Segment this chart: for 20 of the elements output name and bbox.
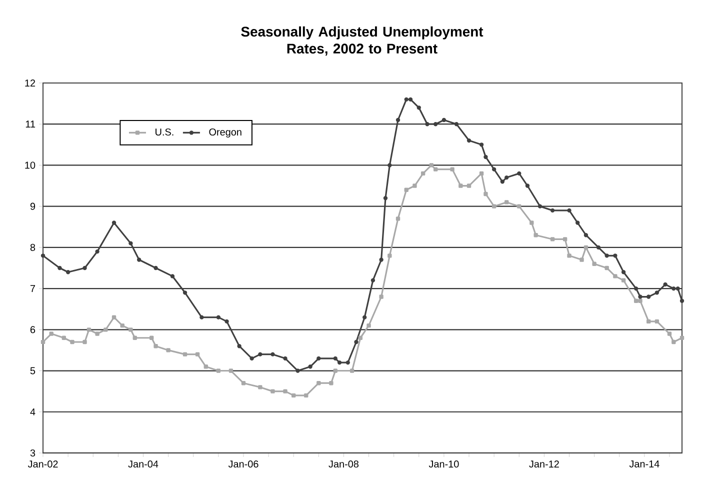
legend-label: Oregon [209, 128, 242, 138]
chart-title: Seasonally Adjusted Unemployment Rates, 2002 to Present [241, 26, 484, 56]
y-tick-label: 7 [30, 285, 36, 292]
x-tick-label: Jan-06 [228, 460, 258, 468]
y-tick-label: 11 [26, 120, 36, 128]
x-tick-label: Jan-02 [28, 460, 58, 468]
y-tick-label: 3 [30, 449, 36, 457]
y-tick-label: 10 [25, 162, 36, 169]
x-tick-label: Jan-10 [428, 460, 459, 468]
y-tick-label: 9 [30, 202, 36, 210]
x-tick-label: Jan-08 [328, 460, 359, 468]
x-tick-label: Jan-04 [128, 460, 158, 468]
y-tick-label: 6 [30, 326, 36, 334]
legend-label: U.S. [156, 128, 174, 136]
x-tick-label: Jan-12 [529, 460, 559, 468]
y-tick-label: 12 [25, 80, 36, 86]
x-tick-label: Jan-14 [629, 460, 660, 468]
y-tick-label: 5 [30, 367, 36, 374]
y-tick-label: 8 [30, 244, 36, 251]
y-tick-label: 4 [30, 408, 36, 416]
